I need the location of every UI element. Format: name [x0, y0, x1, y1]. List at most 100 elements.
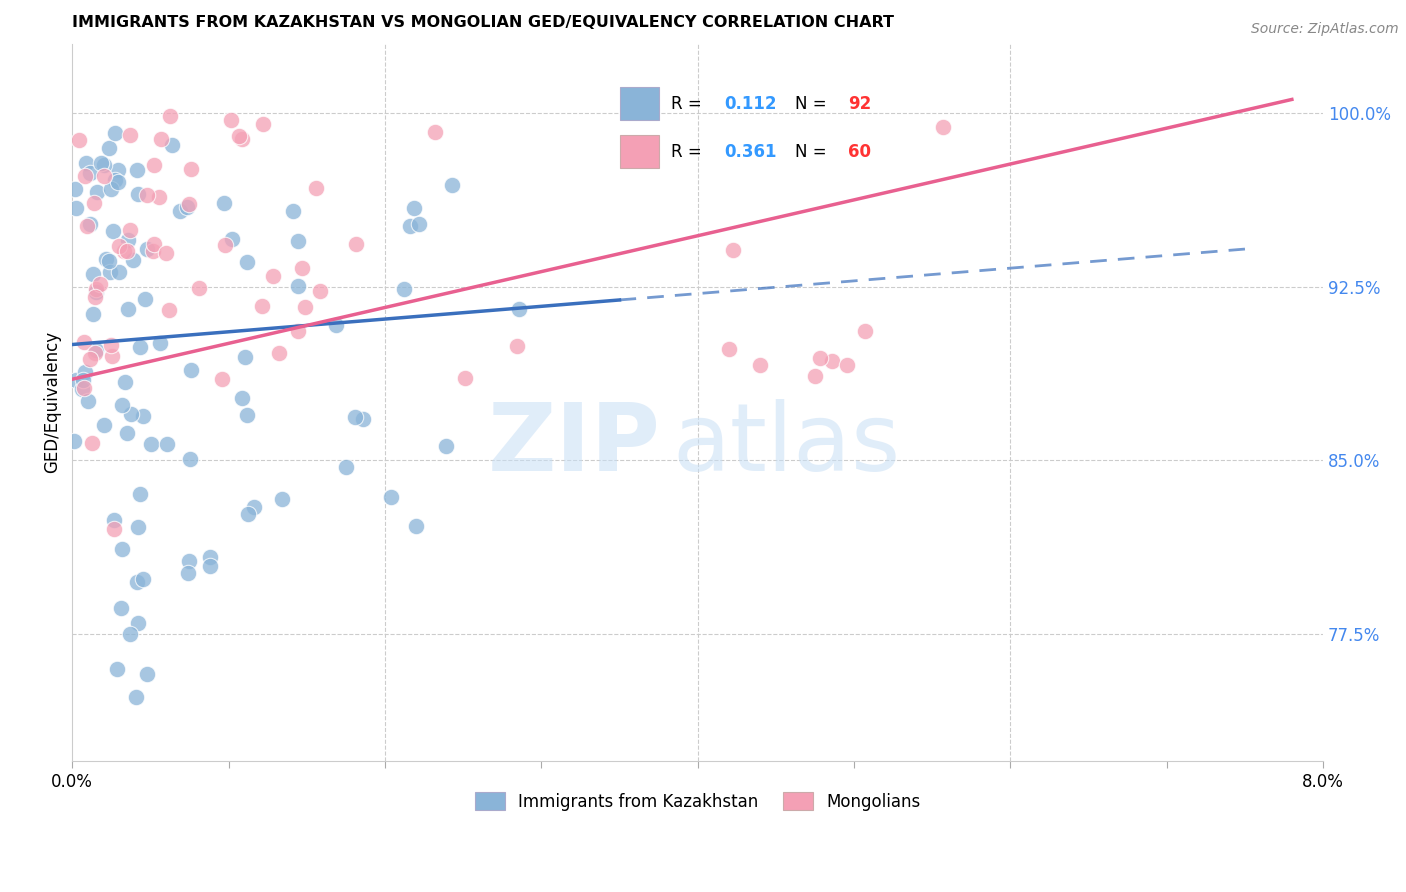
Point: [117, 302, 139, 317]
Point: [111, 542, 134, 557]
Point: [454, 370, 477, 384]
Point: [425, 125, 447, 139]
Point: [127, 162, 149, 177]
Point: [335, 460, 357, 475]
Legend: Immigrants from Kazakhstan, Mongolians: Immigrants from Kazakhstan, Mongolians: [468, 786, 928, 817]
Point: [177, 566, 200, 580]
Point: [853, 324, 876, 338]
Point: [96, 252, 118, 266]
Point: [212, 196, 235, 211]
Point: [441, 178, 464, 193]
Point: [252, 117, 274, 131]
Point: [250, 299, 273, 313]
Point: [214, 238, 236, 252]
Point: [67, 133, 90, 147]
Point: [132, 409, 155, 423]
Point: [269, 346, 291, 360]
Text: N =: N =: [794, 95, 831, 112]
Point: [142, 237, 165, 252]
Point: [77, 394, 100, 409]
Point: [127, 520, 149, 534]
Point: [73, 381, 96, 395]
Point: [104, 172, 127, 186]
Point: [243, 500, 266, 515]
Point: [231, 132, 253, 146]
Point: [176, 200, 198, 214]
Point: [149, 336, 172, 351]
Point: [84, 285, 107, 299]
Point: [236, 255, 259, 269]
Point: [129, 487, 152, 501]
Point: [120, 407, 142, 421]
Point: [125, 575, 148, 590]
Point: [143, 157, 166, 171]
Point: [262, 268, 284, 283]
Point: [304, 180, 326, 194]
Point: [107, 162, 129, 177]
Point: [73, 335, 96, 350]
Point: [76, 219, 98, 233]
Point: [405, 519, 427, 533]
Point: [82, 307, 104, 321]
Point: [211, 372, 233, 386]
Point: [155, 437, 177, 451]
Point: [135, 188, 157, 202]
Text: IMMIGRANTS FROM KAZAKHSTAN VS MONGOLIAN GED/EQUIVALENCY CORRELATION CHART: IMMIGRANTS FROM KAZAKHSTAN VS MONGOLIAN …: [72, 15, 894, 30]
Point: [84, 282, 107, 296]
Text: R =: R =: [671, 143, 707, 161]
Point: [228, 129, 250, 144]
Text: N =: N =: [794, 143, 831, 161]
Point: [118, 222, 141, 236]
Point: [179, 554, 201, 568]
FancyBboxPatch shape: [620, 136, 659, 168]
Point: [408, 217, 430, 231]
Point: [111, 398, 134, 412]
Point: [434, 439, 457, 453]
Point: [198, 550, 221, 565]
Point: [101, 224, 124, 238]
Point: [63, 434, 86, 448]
Point: [508, 301, 530, 316]
Point: [159, 109, 181, 123]
Point: [271, 491, 294, 506]
Point: [103, 513, 125, 527]
Point: [125, 690, 148, 704]
Point: [157, 303, 180, 318]
Point: [325, 318, 347, 332]
Point: [180, 363, 202, 377]
Point: [89, 277, 111, 292]
Point: [392, 282, 415, 296]
Point: [80, 435, 103, 450]
Point: [114, 376, 136, 390]
Point: [135, 242, 157, 256]
Text: atlas: atlas: [672, 400, 901, 491]
Point: [79, 166, 101, 180]
Point: [127, 186, 149, 201]
Text: ZIP: ZIP: [488, 400, 661, 491]
Text: 0.112: 0.112: [724, 95, 776, 112]
Point: [718, 343, 741, 357]
Point: [93, 418, 115, 433]
Point: [187, 281, 209, 295]
Point: [65, 201, 87, 215]
Point: [309, 285, 332, 299]
Point: [83, 196, 105, 211]
Point: [86, 185, 108, 199]
Point: [835, 359, 858, 373]
Point: [117, 233, 139, 247]
Point: [402, 201, 425, 215]
Point: [721, 243, 744, 257]
Point: [180, 161, 202, 176]
Point: [198, 559, 221, 574]
Point: [79, 217, 101, 231]
Point: [122, 253, 145, 268]
Point: [932, 120, 955, 135]
Point: [233, 351, 256, 365]
Point: [83, 290, 105, 304]
Point: [82, 267, 104, 281]
Point: [380, 490, 402, 504]
Point: [139, 437, 162, 451]
Point: [79, 351, 101, 366]
Point: [75, 169, 97, 183]
Text: Source: ZipAtlas.com: Source: ZipAtlas.com: [1251, 22, 1399, 37]
